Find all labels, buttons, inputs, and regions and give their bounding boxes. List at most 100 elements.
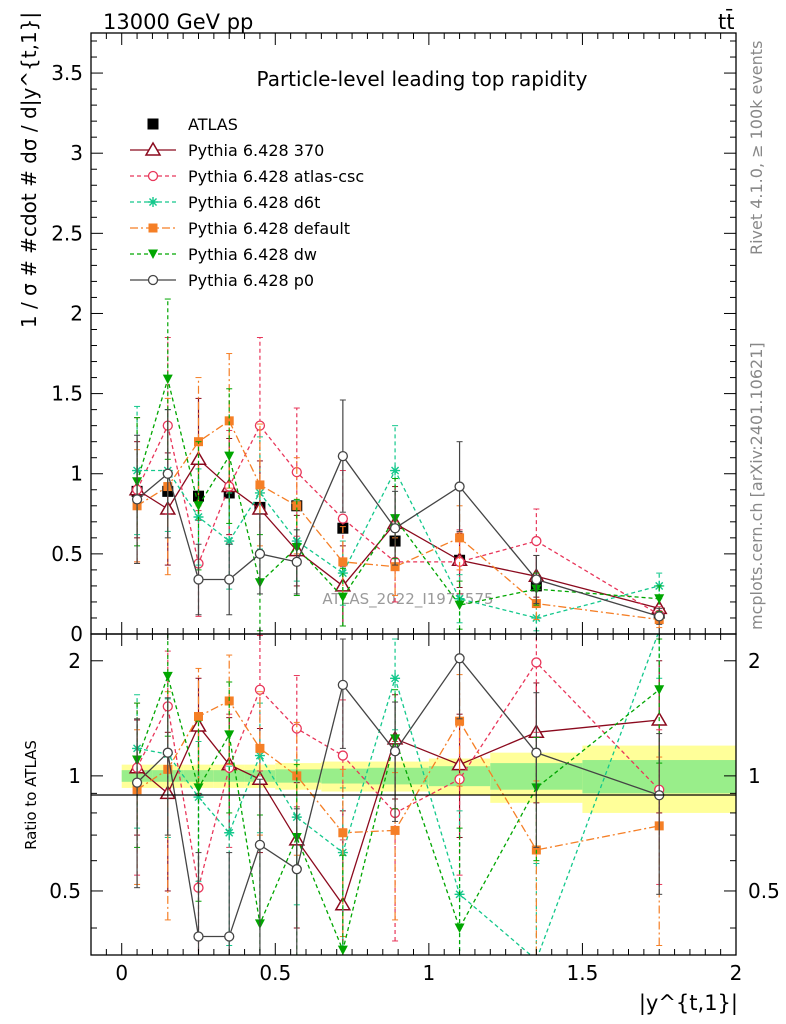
main-y-tick-label: 0 [70, 622, 83, 646]
legend-entry-pythia-6-428-default: Pythia 6.428 default [130, 219, 350, 238]
main-point [454, 481, 465, 492]
main-y-tick-label: 3.5 [51, 61, 83, 85]
main-point [531, 535, 542, 547]
legend-marker [148, 197, 158, 207]
ratio-y-tick-label: 1 [68, 764, 81, 788]
main-series-pythia-6-428-default [132, 353, 664, 629]
x-tick-label: 1 [422, 961, 435, 985]
main-series-pythia-6-428-dw [132, 298, 665, 632]
ratio-point [337, 945, 348, 955]
ratio-point [337, 679, 349, 691]
legend-label: Pythia 6.428 atlas-csc [188, 167, 364, 186]
rivet-label: Rivet 4.1.0, ≥ 100k events [747, 41, 766, 255]
x-tick-label: 1.5 [567, 961, 599, 985]
main-point [654, 611, 665, 622]
legend-marker [147, 170, 159, 182]
header-right: tt̄ [718, 9, 734, 34]
main-point [193, 501, 204, 511]
main-line [136, 376, 660, 606]
main-point [390, 465, 401, 476]
axis-ticks: 0 0.5 1 1.5 2 2.5 3 3.5 0 0.5 1 1.5 2 0.5 0.5 1 1 2 2 [49, 33, 780, 985]
ratio-point [338, 828, 348, 838]
legend-entry-pythia-6-428-p0: Pythia 6.428 p0 [130, 271, 314, 290]
main-point [531, 574, 542, 585]
ratio-line [136, 634, 659, 955]
main-point [224, 451, 235, 462]
ratio-point [531, 747, 542, 758]
main-y-tick-label: 1 [70, 462, 83, 486]
main-point [338, 557, 348, 567]
main-point [654, 594, 665, 604]
main-point [255, 480, 265, 490]
legend: ATLAS Pythia 6.428 370 Pythia 6.428 atlas-… [130, 115, 364, 290]
ratio-point [337, 750, 349, 761]
main-point [224, 416, 234, 426]
main-point [455, 533, 465, 543]
ratio-point [292, 771, 302, 781]
x-tick-label: 0 [115, 961, 128, 985]
main-y-tick-label: 1.5 [51, 382, 83, 406]
legend-marker [148, 223, 158, 233]
main-y-tick-label: 2 [70, 301, 83, 325]
legend-marker [144, 141, 162, 156]
ratio-point [531, 657, 542, 668]
main-point [454, 600, 465, 611]
ratio-point [162, 747, 173, 758]
ratio-point [455, 716, 465, 726]
x-axis-label: |y^{t,1}| [639, 991, 738, 1016]
legend-label: Pythia 6.428 default [188, 219, 350, 238]
ratio-point [193, 792, 204, 803]
legend-entry-pythia-6-428-atlas-csc: Pythia 6.428 atlas-csc [130, 167, 364, 186]
ratio-series-pythia-6-428-p0 [131, 634, 665, 955]
main-point [193, 574, 204, 585]
legend-label: Pythia 6.428 p0 [188, 271, 314, 290]
ratio-plot-series [128, 634, 668, 955]
main-point [254, 548, 266, 560]
legend-label: Pythia 6.428 dw [188, 245, 317, 264]
ratio-point [193, 931, 204, 942]
legend-entry-atlas: ATLAS [147, 115, 238, 134]
ratio-point [454, 923, 465, 934]
ratio-point [193, 783, 204, 793]
main-point [162, 374, 173, 385]
legend-marker [147, 118, 159, 130]
main-point [224, 536, 235, 547]
main-line [136, 458, 660, 609]
main-y-tick-label: 2.5 [51, 221, 83, 245]
legend-marker [147, 274, 159, 286]
ratio-point [255, 743, 265, 753]
x-tick-label: 2 [730, 961, 743, 985]
ratio-point [654, 685, 665, 695]
main-y-tick-label: 0.5 [51, 542, 83, 566]
ratio-band-inner [367, 767, 429, 785]
ratio-point [535, 954, 538, 955]
ratio-band-inner [321, 768, 368, 784]
ratio-uncertainty-bands [121, 745, 736, 813]
main-point [337, 513, 349, 524]
main-series-pythia-6-428-p0 [131, 399, 665, 625]
legend-label: ATLAS [188, 115, 238, 134]
legend-entry-pythia-6-428-dw: Pythia 6.428 dw [130, 245, 317, 264]
ratio-line [136, 674, 660, 953]
main-plot-series [128, 298, 668, 632]
analysis-watermark: ATLAS_2022_I1977575 [322, 590, 493, 609]
main-point [131, 494, 143, 505]
main-y-axis-label: 1 / σ # #cdot # dσ / d|y^{t,1}| [17, 12, 41, 328]
ratio-point [224, 827, 235, 838]
legend-entry-pythia-6-428-d6t: Pythia 6.428 d6t [130, 193, 320, 212]
chart-title: Particle-level leading top rapidity [257, 67, 588, 91]
ratio-point [254, 750, 265, 761]
ratio-point [254, 839, 266, 851]
x-tick-label: 0.5 [259, 961, 291, 985]
ratio-point [224, 730, 235, 740]
main-point [389, 523, 401, 534]
main-point [337, 592, 348, 603]
ratio-y-tick-label-right: 0.5 [748, 879, 780, 903]
ratio-y-axis-label: Ratio to ATLAS [22, 740, 40, 850]
main-y-tick-label: 3 [70, 141, 83, 165]
ratio-point [390, 673, 401, 684]
ratio-point [224, 931, 235, 942]
ratio-point [390, 825, 400, 835]
ratio-y-tick-label-right: 1 [748, 764, 761, 788]
